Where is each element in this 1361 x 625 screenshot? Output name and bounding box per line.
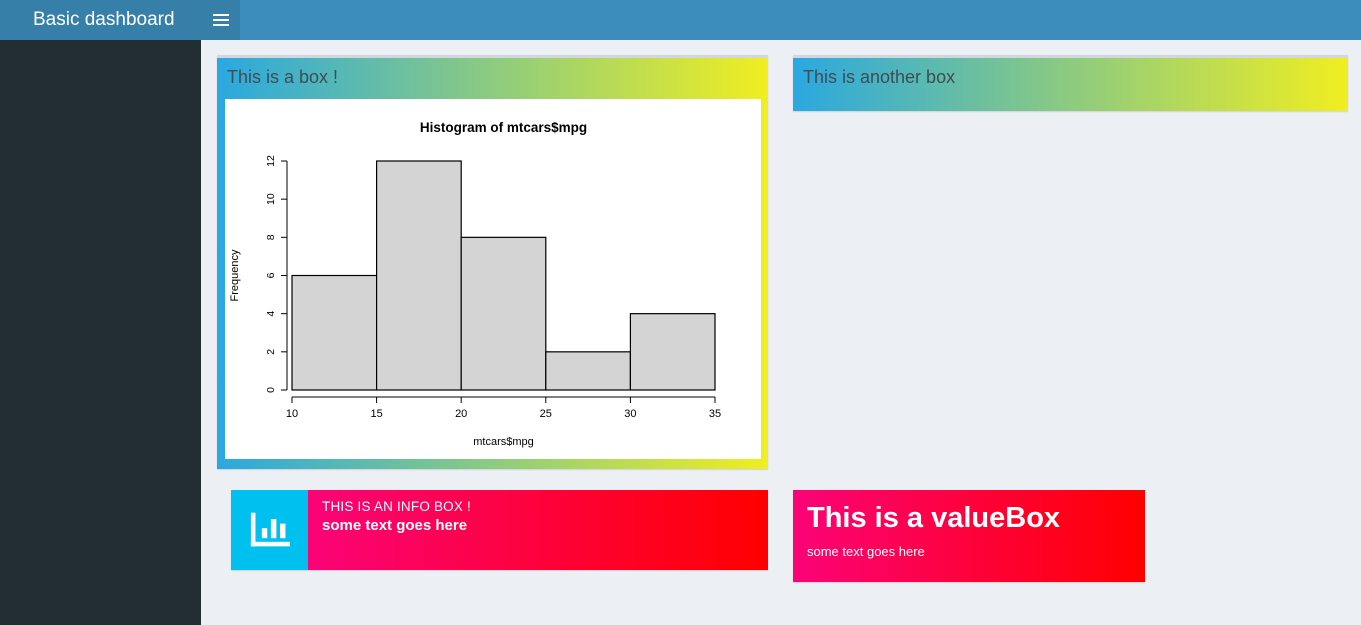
info-box-content: THIS IS AN INFO BOX ! some text goes her… [308, 490, 768, 570]
sidebar-toggle-button[interactable] [201, 0, 240, 40]
info-box: THIS IS AN INFO BOX ! some text goes her… [231, 490, 768, 570]
svg-text:Frequency: Frequency [229, 249, 241, 301]
value-box: This is a valueBox some text goes here [793, 490, 1145, 582]
histogram-plot: 0 2 4 6 8 10 12 10 15 20 25 30 35 Histogram of mtcars… [225, 99, 761, 459]
info-box-title: THIS IS AN INFO BOX ! [322, 499, 471, 514]
svg-text:12: 12 [265, 155, 277, 167]
svg-text:6: 6 [265, 272, 277, 278]
info-box-text: some text goes here [322, 517, 468, 534]
svg-text:30: 30 [624, 408, 636, 420]
bar-chart-icon [250, 512, 290, 547]
svg-text:20: 20 [455, 408, 467, 420]
histogram-svg: 0 2 4 6 8 10 12 10 15 20 25 30 35 Histogram of mtcars… [229, 120, 721, 448]
svg-text:35: 35 [709, 408, 721, 420]
info-box-icon-area [231, 490, 308, 570]
plot-box-title: This is a box ! [227, 67, 339, 87]
svg-text:8: 8 [265, 234, 277, 240]
header: Basic dashboard [0, 0, 1361, 40]
app-title-label: Basic dashboard [33, 9, 175, 30]
svg-text:25: 25 [540, 408, 552, 420]
app-title[interactable]: Basic dashboard [0, 0, 201, 40]
plot-box: This is a box ! 0 2 4 6 8 10 12 10 15 20 25 30 35 His… [217, 55, 768, 469]
svg-text:2: 2 [265, 349, 277, 355]
another-box-title: This is another box [803, 67, 956, 87]
value-box-text: some text goes here [807, 544, 925, 560]
sidebar [0, 40, 201, 625]
hamburger-icon [212, 11, 229, 29]
svg-text:10: 10 [286, 408, 298, 420]
svg-text:Histogram of mtcars$mpg: Histogram of mtcars$mpg [420, 120, 587, 135]
value-box-value: This is a valueBox [807, 502, 1061, 534]
svg-text:4: 4 [265, 311, 277, 317]
svg-text:10: 10 [265, 193, 277, 205]
another-box: This is another box [793, 55, 1348, 111]
svg-text:mtcars$mpg: mtcars$mpg [473, 436, 534, 448]
svg-text:15: 15 [370, 408, 382, 420]
svg-text:0: 0 [265, 387, 277, 393]
